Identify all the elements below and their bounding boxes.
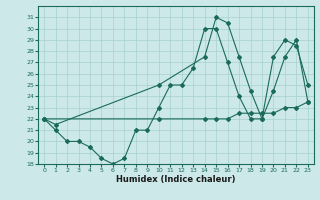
X-axis label: Humidex (Indice chaleur): Humidex (Indice chaleur) <box>116 175 236 184</box>
